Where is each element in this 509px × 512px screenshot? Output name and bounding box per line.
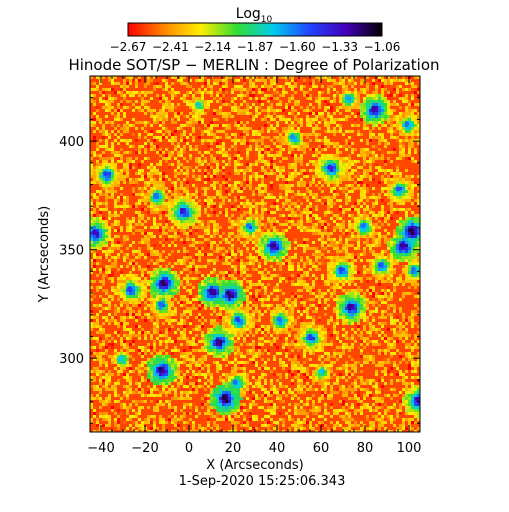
x-tick-label: 20 [225, 441, 242, 456]
feature-core [195, 101, 201, 107]
x-tick-label: −20 [131, 441, 158, 456]
feature-core [347, 303, 353, 309]
colorbar-ticks: −2.67 −2.41 −2.14 −1.87 −1.60 −1.33 −1.06 [110, 40, 401, 54]
y-axis: 300 350 400 [59, 75, 420, 424]
feature-core [289, 134, 295, 140]
feature-core [102, 171, 108, 177]
feature-core [226, 290, 232, 296]
feature-core [127, 286, 133, 292]
colorbar-label: Log10 [236, 6, 273, 25]
colorbar-tick-label: −2.67 [110, 40, 147, 54]
x-axis: −40 −20 0 20 40 60 80 100 [87, 76, 421, 456]
feature-core [179, 208, 185, 214]
feature-core [118, 355, 124, 361]
x-axis-label: X (Arcseconds) [206, 458, 303, 473]
feature-core [344, 95, 350, 101]
feature-core [157, 301, 163, 307]
colorbar-tick-label: −1.33 [321, 40, 358, 54]
feature-core [91, 229, 97, 235]
x-tick-label: 60 [313, 441, 330, 456]
x-tick-label: 100 [397, 441, 422, 456]
feature-core [318, 368, 324, 374]
colorbar-tick-label: −2.14 [194, 40, 231, 54]
y-tick-label: 350 [59, 244, 84, 259]
y-axis-label: Y (Arcseconds) [37, 206, 52, 303]
colorbar-tick-label: −1.06 [364, 40, 401, 54]
timestamp: 1-Sep-2020 15:25:06.343 [179, 474, 346, 489]
feature-core [215, 338, 221, 344]
feature-core [208, 288, 214, 294]
feature-core [327, 164, 333, 170]
feature-core [307, 333, 313, 339]
x-tick-label: 80 [357, 441, 374, 456]
feature-core [157, 366, 163, 372]
feature-core [232, 379, 238, 385]
feature-core [371, 106, 377, 112]
x-tick-label: 0 [185, 441, 193, 456]
feature-core [408, 227, 414, 233]
colorbar-tick-label: −1.87 [237, 40, 274, 54]
feature-core [276, 316, 282, 322]
feature-core [160, 279, 166, 285]
feature-core [153, 192, 159, 198]
chart-title: Hinode SOT/SP − MERLIN : Degree of Polar… [68, 56, 439, 74]
feature-core [270, 242, 276, 248]
colorbar-label-subscript: 10 [261, 15, 273, 25]
feature-core [338, 266, 344, 272]
colorbar-tick-label: −2.41 [152, 40, 189, 54]
y-tick-label: 400 [59, 135, 84, 150]
y-tick-label: 300 [59, 352, 84, 367]
x-tick-label: −40 [87, 441, 114, 456]
feature-core [360, 223, 366, 229]
colorbar-tick-label: −1.60 [279, 40, 316, 54]
colorbar [128, 23, 382, 36]
feature-core [404, 121, 410, 127]
feature-core [234, 316, 240, 322]
x-tick-label: 40 [269, 441, 286, 456]
feature-core [221, 394, 227, 400]
feature-core [399, 242, 405, 248]
feature-core [410, 266, 416, 272]
feature-core [415, 396, 420, 402]
feature-core [395, 186, 401, 192]
colorbar-frame [127, 22, 383, 37]
polarization-map [90, 76, 420, 432]
colorbar-label-base: Log [236, 6, 261, 22]
feature-core [377, 262, 383, 268]
feature-core [245, 223, 251, 229]
